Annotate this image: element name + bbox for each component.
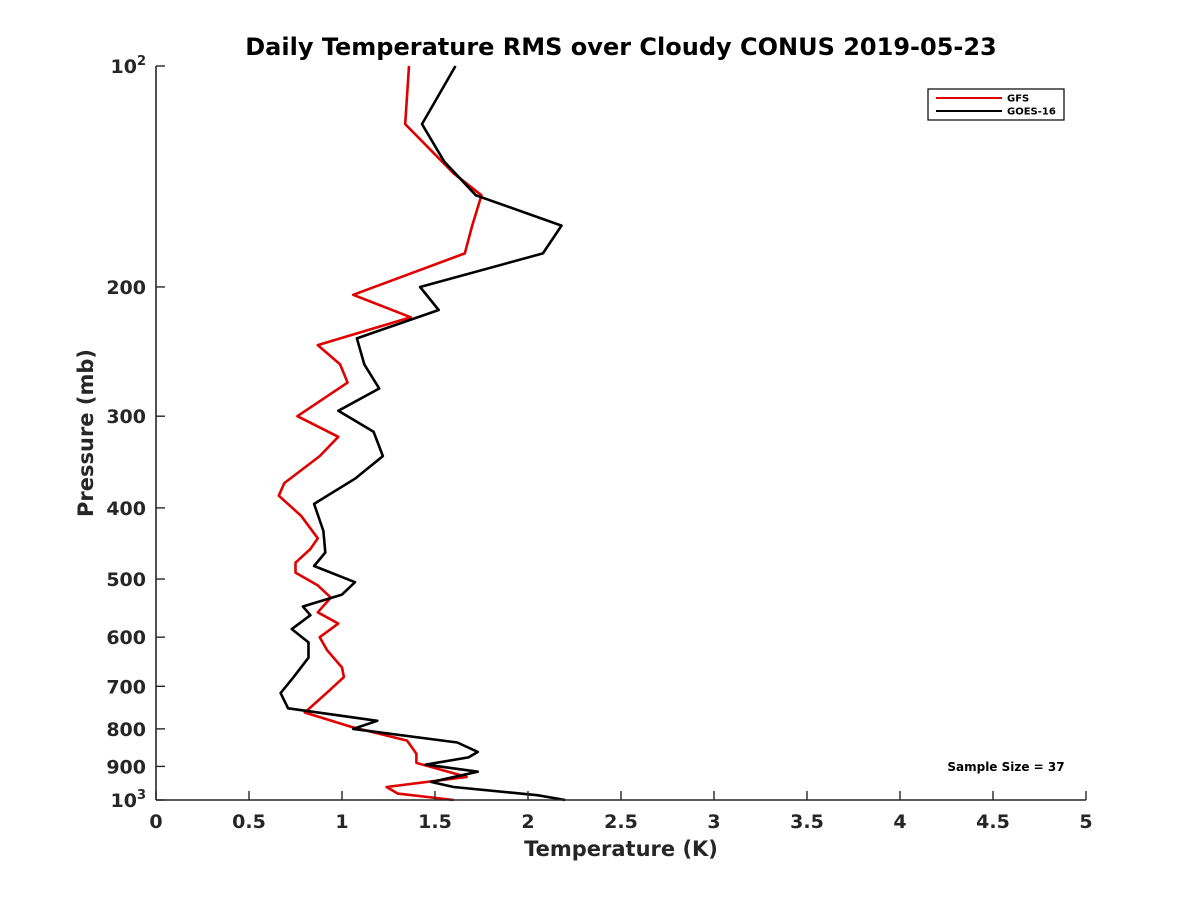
- legend-label-goes16: GOES-16: [1007, 107, 1056, 118]
- x-tick-label: 3: [707, 811, 720, 833]
- y-tick-label: 800: [106, 719, 146, 741]
- legend-label-gfs: GFS: [1007, 94, 1029, 105]
- series-line-gfs: [277, 65, 483, 802]
- series-line-goes-16: [279, 65, 566, 802]
- y-tick-label: 103: [111, 788, 147, 812]
- x-tick-label: 0: [149, 811, 162, 833]
- sample-size-annotation: Sample Size = 37: [947, 760, 1064, 774]
- y-tick-label: 700: [106, 676, 146, 698]
- y-ticks: 102 200 300 400 500 600 700 800 900 103: [106, 54, 165, 812]
- x-tick-label: 0.5: [232, 811, 266, 833]
- y-tick-label: 900: [106, 756, 146, 778]
- x-tick-label: 5: [1079, 811, 1092, 833]
- legend: GFS GOES-16: [927, 88, 1065, 121]
- x-tick-label: 4: [893, 811, 906, 833]
- legend-box: [927, 88, 1065, 121]
- y-tick-label: 300: [106, 406, 146, 428]
- y-tick-label: 200: [106, 277, 146, 299]
- y-tick-label: 500: [106, 569, 146, 591]
- x-tick-label: 4.5: [976, 811, 1010, 833]
- y-tick-label: 400: [106, 498, 146, 520]
- y-axis-label: Pressure (mb): [74, 349, 98, 517]
- x-tick-label: 1.5: [418, 811, 452, 833]
- chart-title: Daily Temperature RMS over Cloudy CONUS …: [245, 33, 997, 61]
- y-tick-label: 102: [111, 54, 147, 78]
- x-axis-label: Temperature (K): [524, 837, 718, 861]
- y-tick-label: 600: [106, 627, 146, 649]
- plot-area: [156, 66, 1086, 800]
- x-tick-label: 3.5: [790, 811, 824, 833]
- x-tick-label: 2.5: [604, 811, 638, 833]
- x-ticks: 0 0.5 1 1.5 2 2.5 3 3.5 4 4.5 5: [149, 791, 1093, 833]
- x-tick-label: 1: [335, 811, 348, 833]
- x-tick-label: 2: [521, 811, 534, 833]
- series-layer: [277, 65, 566, 802]
